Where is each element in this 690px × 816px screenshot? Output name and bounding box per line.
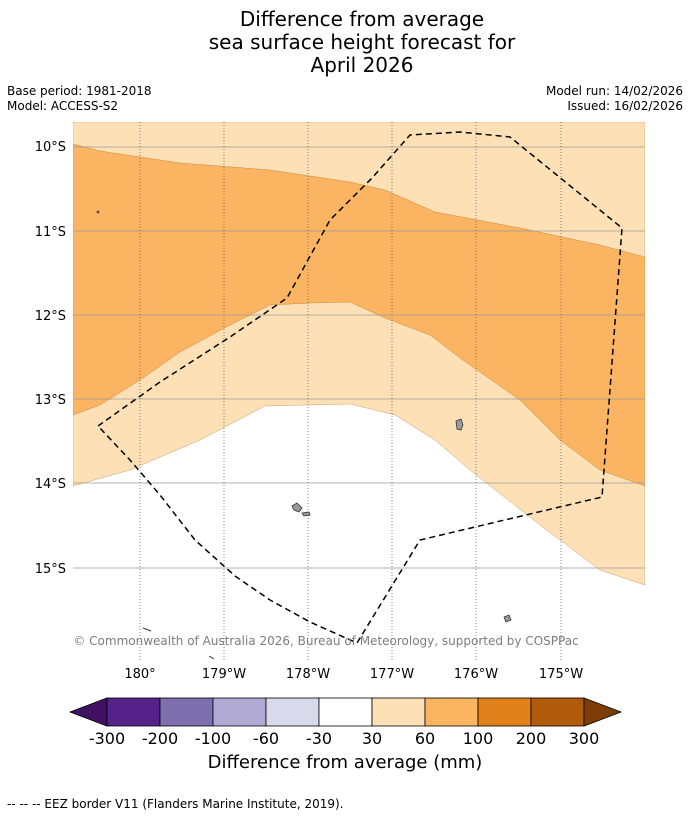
latitude-labels: 10°S 11°S 12°S 13°S 14°S 15°S — [35, 140, 66, 577]
island-futuna — [291, 502, 303, 513]
colorbar-tick-label: -30 — [306, 729, 332, 748]
colorbar-segment — [371, 697, 426, 727]
lat-label: 11°S — [35, 225, 66, 240]
colorbar-tick-label: -100 — [195, 729, 231, 748]
lat-label: 14°S — [35, 477, 66, 492]
model-name: Model: ACCESS-S2 — [7, 99, 119, 113]
island-alofi — [301, 511, 311, 517]
island-tiny-west — [96, 210, 100, 214]
colorbar-title: Difference from average (mm) — [207, 752, 483, 773]
colorbar-segment — [318, 697, 373, 727]
coastline-fragment — [142, 627, 152, 632]
colorbar-segment — [530, 697, 585, 727]
colorbar-tick-label: -200 — [142, 729, 178, 748]
eez-footnote: -- -- -- EEZ border V11 (Flanders Marine… — [7, 797, 344, 811]
anomaly-band-60-100 — [73, 143, 645, 487]
colorbar-segment — [106, 697, 161, 727]
colorbar — [68, 697, 623, 727]
latitude-gridlines — [73, 146, 645, 569]
lon-label: 177°W — [370, 667, 414, 682]
title-line-3: April 2026 — [310, 53, 414, 77]
colorbar-segment — [159, 697, 214, 727]
islands — [96, 210, 512, 623]
island-small-east — [503, 614, 512, 623]
map-area: © Commonwealth of Australia 2026, Bureau… — [73, 122, 645, 660]
lon-label: 180° — [124, 667, 155, 682]
colorbar-tick-label: 200 — [516, 729, 547, 748]
lat-label: 13°S — [35, 393, 66, 408]
colorbar-tick-label: 100 — [463, 729, 494, 748]
base-period: Base period: 1981-2018 — [7, 84, 152, 98]
colorbar-tick-label: 300 — [569, 729, 600, 748]
eez-border — [96, 131, 623, 644]
colorbar-tick-label: -60 — [253, 729, 279, 748]
colorbar-ticks: -300 -200 -100 -60 -30 30 60 100 200 300 — [89, 729, 599, 748]
colorbar-tick-label: -300 — [89, 729, 125, 748]
colorbar-segment — [265, 697, 320, 727]
meta-left: Base period: 1981-2018 Model: ACCESS-S2 — [7, 84, 152, 114]
lon-label: 175°W — [539, 667, 583, 682]
colorbar-tick-label: 60 — [415, 729, 435, 748]
colorbar-segment — [424, 697, 479, 727]
lon-label: 176°W — [454, 667, 498, 682]
colorbar-extend-low — [68, 697, 108, 727]
meta-right: Model run: 14/02/2026 Issued: 16/02/2026 — [546, 84, 683, 114]
colorbar-tick-label: 30 — [362, 729, 382, 748]
colorbar-segment — [477, 697, 532, 727]
chart-title: Difference from average sea surface heig… — [0, 8, 690, 77]
lat-label: 10°S — [35, 140, 66, 155]
longitude-labels: 180° 179°W 178°W 177°W 176°W 175°W — [124, 667, 583, 682]
lon-label: 179°W — [202, 667, 246, 682]
colorbar-extend-high — [583, 697, 623, 727]
title-line-1: Difference from average — [239, 7, 485, 31]
copyright-notice: © Commonwealth of Australia 2026, Bureau… — [73, 634, 578, 648]
lon-label: 178°W — [286, 667, 330, 682]
island-wallis — [455, 418, 464, 431]
issued-date: Issued: 16/02/2026 — [567, 99, 683, 113]
lat-label: 12°S — [35, 309, 66, 324]
model-run: Model run: 14/02/2026 — [545, 84, 683, 98]
coastline-fragment-2 — [208, 655, 215, 660]
title-line-2: sea surface height forecast for — [208, 30, 516, 54]
colorbar-segment — [212, 697, 267, 727]
lat-label: 15°S — [35, 562, 66, 577]
